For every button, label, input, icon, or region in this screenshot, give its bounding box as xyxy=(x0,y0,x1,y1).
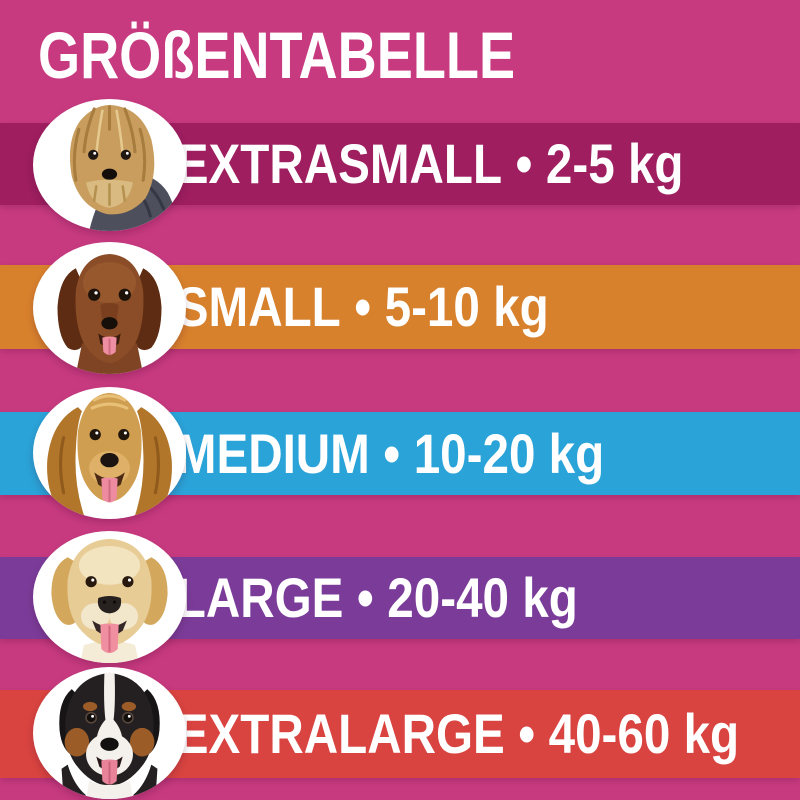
bullet-separator-icon: • xyxy=(518,702,535,765)
bernese-mountain-dog-icon xyxy=(59,672,160,799)
size-label: EXTRASMALL xyxy=(176,132,503,195)
weight-range-label: 40-60 kg xyxy=(548,702,740,765)
size-label: EXTRALARGE xyxy=(176,702,505,765)
page-title: GRÖßENTABELLE xyxy=(38,18,516,92)
bullet-separator-icon: • xyxy=(383,421,401,485)
size-label: MEDIUM xyxy=(176,421,370,485)
cocker-spaniel-icon xyxy=(47,392,172,516)
size-label: SMALL xyxy=(176,275,341,338)
size-label: LARGE xyxy=(176,566,344,629)
dog-photo-golden-retriever xyxy=(33,531,186,663)
weight-range-label: 2-5 kg xyxy=(545,132,684,195)
dog-photo-yorkshire-terrier xyxy=(33,99,186,231)
golden-retriever-icon xyxy=(51,538,168,663)
dog-photo-cocker-spaniel xyxy=(33,387,186,519)
bullet-separator-icon: • xyxy=(515,132,533,195)
bullet-separator-icon: • xyxy=(354,275,371,338)
weight-range-label: 5-10 kg xyxy=(384,275,549,338)
bullet-separator-icon: • xyxy=(357,566,374,629)
size-band-large: LARGE • 20-40 kg xyxy=(0,557,800,639)
dog-photo-dachshund xyxy=(33,242,186,374)
weight-range-label: 20-40 kg xyxy=(387,566,578,629)
dachshund-icon xyxy=(57,253,162,374)
yorkshire-terrier-icon xyxy=(69,104,177,231)
weight-range-label: 10-20 kg xyxy=(413,421,605,485)
dog-photo-bernese-mountain-dog xyxy=(33,667,186,799)
